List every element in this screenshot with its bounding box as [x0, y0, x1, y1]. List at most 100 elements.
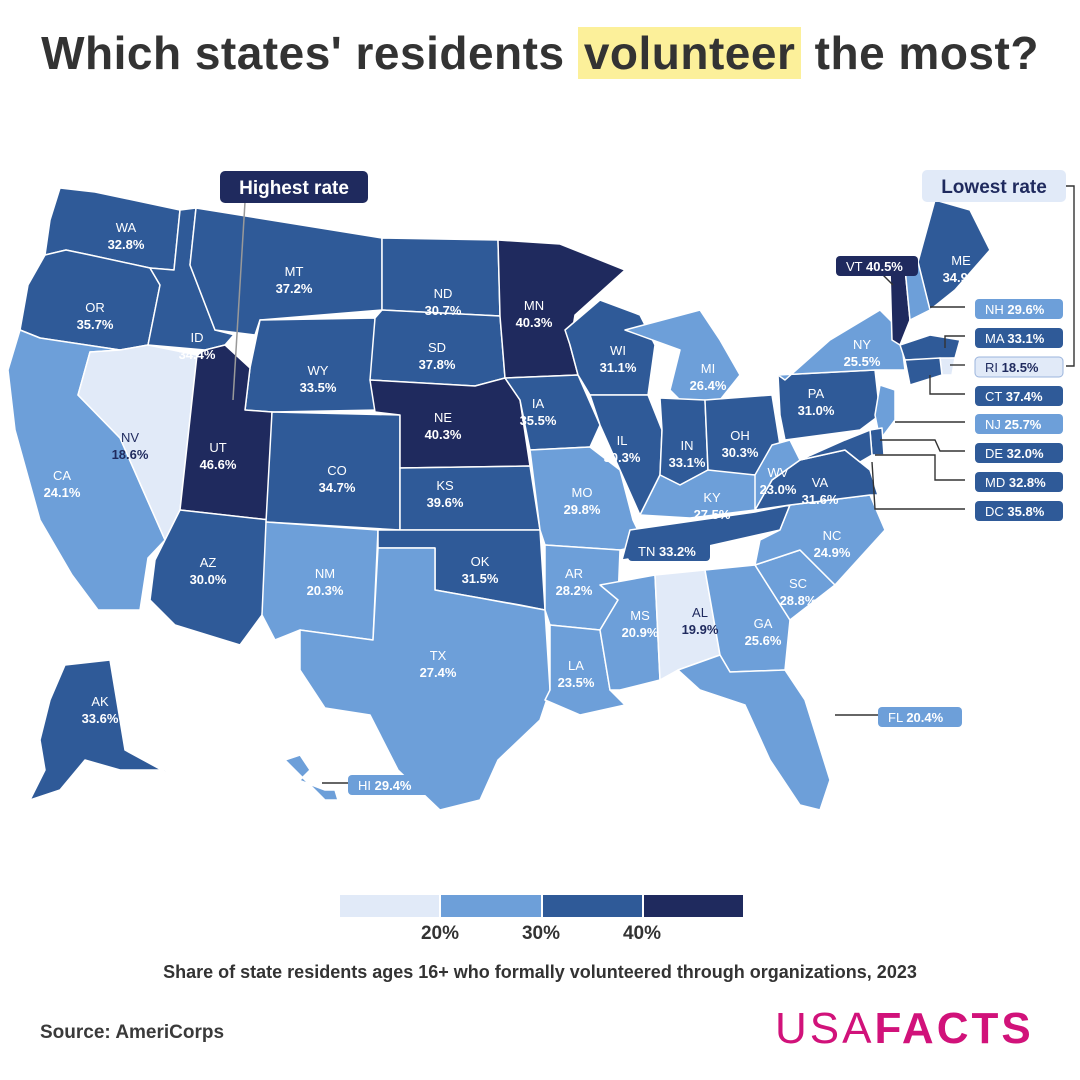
state-value-mn: 40.3%	[516, 315, 553, 330]
legend-bin-high	[643, 895, 743, 917]
leader-line-ma	[944, 335, 965, 348]
state-shape-nm	[261, 521, 379, 641]
state-label-mt: MT	[285, 264, 304, 279]
callout-box-tn	[628, 541, 710, 561]
state-value-nv: 18.6%	[112, 447, 149, 462]
state-value-ne: 40.3%	[425, 427, 462, 442]
callout-box-vt	[836, 256, 918, 276]
lowest-rate-bracket	[1066, 185, 1075, 367]
title-text-start: Which states' residents	[41, 27, 578, 79]
title-highlight: volunteer	[577, 27, 802, 79]
state-value-mo: 29.8%	[564, 502, 601, 517]
state-shape-ma	[899, 334, 961, 361]
leader-line-dc	[871, 461, 965, 510]
state-label-ca: CA	[53, 468, 71, 483]
state-value-pa: 31.0%	[798, 403, 835, 418]
state-shape-nj	[874, 384, 896, 441]
callout-box-ct	[975, 386, 1063, 406]
state-value-ak: 33.6%	[82, 711, 119, 726]
state-value-sc: 28.8%	[780, 593, 817, 608]
state-label-wv: WV	[768, 465, 789, 480]
lowest-rate-label: Lowest rate	[941, 177, 1047, 198]
state-value-ks: 39.6%	[427, 495, 464, 510]
callout-labels: TN 33.2% FL 20.4% VT 40.5% NH 29.6% MA 33.1%…	[348, 256, 1064, 795]
state-value-mt: 37.2%	[276, 281, 313, 296]
state-label-me: ME	[951, 253, 971, 268]
state-shapes	[7, 187, 991, 811]
state-label-tx: TX	[430, 648, 447, 663]
state-label-co: CO	[327, 463, 347, 478]
legend-tick-20: 20%	[420, 923, 460, 944]
state-value-id: 34.4%	[179, 347, 216, 362]
state-label-wa: WA	[116, 220, 137, 235]
state-label-mn: MN	[524, 298, 544, 313]
callout-box-hi	[348, 775, 430, 795]
callout-text-tn: TN 33.2%	[638, 544, 696, 559]
leader-line-de	[880, 439, 965, 452]
state-label-ky: KY	[703, 490, 721, 505]
state-value-al: 19.9%	[682, 622, 719, 637]
state-label-nd: ND	[434, 286, 453, 301]
state-value-ar: 28.2%	[556, 583, 593, 598]
state-label-wy: WY	[308, 363, 329, 378]
state-shape-ct	[904, 357, 943, 386]
state-shape-ks	[399, 465, 541, 531]
legend-tick-30: 30%	[521, 923, 561, 944]
state-value-sd: 37.8%	[419, 357, 456, 372]
state-value-me: 34.9%	[943, 270, 980, 285]
state-label-al: AL	[692, 605, 708, 620]
state-label-mi: MI	[701, 361, 715, 376]
source-note: Source: AmeriCorps	[40, 1022, 225, 1043]
state-value-nc: 24.9%	[814, 545, 851, 560]
callout-text-ri: RI 18.5%	[985, 360, 1039, 375]
state-shape-tx	[299, 547, 551, 811]
state-value-ms: 20.9%	[622, 625, 659, 640]
state-value-or: 35.7%	[77, 317, 114, 332]
state-label-nc: NC	[823, 528, 842, 543]
state-shape-ak	[29, 659, 181, 801]
callout-text-ct: CT 37.4%	[985, 389, 1043, 404]
callout-box-md	[975, 472, 1063, 492]
state-value-co: 34.7%	[319, 480, 356, 495]
rate-callouts: Highest rate Lowest rate	[220, 170, 1075, 401]
state-label-or: OR	[85, 300, 105, 315]
logo-part-1: USA	[775, 1004, 875, 1053]
chart-subtitle: Share of state residents ages 16+ who fo…	[163, 962, 917, 982]
state-value-ut: 46.6%	[200, 457, 237, 472]
callout-text-nj: NJ 25.7%	[985, 417, 1042, 432]
state-value-ca: 24.1%	[44, 485, 81, 500]
highest-rate-label: Highest rate	[239, 178, 349, 199]
state-label-oh: OH	[730, 428, 750, 443]
state-label-nm: NM	[315, 566, 335, 581]
state-label-ne: NE	[434, 410, 452, 425]
state-value-la: 23.5%	[558, 675, 595, 690]
state-label-ny: NY	[853, 337, 871, 352]
state-label-il: IL	[617, 433, 628, 448]
state-value-ny: 25.5%	[844, 354, 881, 369]
state-label-va: VA	[812, 475, 829, 490]
state-label-id: ID	[191, 330, 204, 345]
state-label-ia: IA	[532, 396, 545, 411]
legend: 20% 30% 40%	[340, 895, 743, 944]
callout-box-ri	[974, 356, 1064, 378]
state-labels: WA 32.8% OR 35.7% CA 24.1% NV 18.6% ID 34.4% MT 37.…	[44, 220, 980, 726]
callout-box-ma	[975, 328, 1063, 348]
callout-text-de: DE 32.0%	[985, 446, 1044, 461]
state-value-va: 31.6%	[802, 492, 839, 507]
legend-bar	[340, 895, 743, 917]
state-label-wi: WI	[610, 343, 626, 358]
highest-rate-leader	[232, 201, 246, 401]
state-value-wa: 32.8%	[108, 237, 145, 252]
callout-box-fl	[878, 707, 962, 727]
state-label-ar: AR	[565, 566, 583, 581]
state-shape-ny	[777, 309, 906, 381]
state-label-sd: SD	[428, 340, 446, 355]
state-value-wy: 33.5%	[300, 380, 337, 395]
state-label-sc: SC	[789, 576, 807, 591]
leader-line-ct	[929, 375, 965, 395]
callout-text-fl: FL 20.4%	[888, 710, 944, 725]
state-value-ok: 31.5%	[462, 571, 499, 586]
title-text-end: the most?	[801, 27, 1039, 79]
callout-box-dc	[975, 501, 1063, 521]
